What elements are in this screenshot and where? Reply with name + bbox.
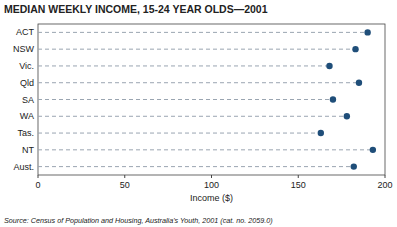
source-note: Source: Census of Population and Housing… [4, 216, 273, 225]
dot [318, 130, 324, 136]
dot [344, 113, 350, 119]
stem [38, 149, 373, 150]
x-tick [38, 175, 39, 178]
dot [364, 29, 370, 35]
y-tick-label: SA [22, 95, 34, 105]
x-tick-label: 200 [377, 180, 392, 190]
y-tick-label: NT [22, 145, 34, 155]
stem [38, 32, 368, 33]
x-tick-label: 100 [204, 180, 219, 190]
marks [38, 29, 376, 170]
stem [38, 99, 333, 100]
dot [370, 147, 376, 153]
stem [38, 116, 347, 117]
x-tick [124, 175, 125, 178]
dot [352, 46, 358, 52]
x-tick [385, 175, 386, 178]
dot [330, 96, 336, 102]
y-tick-label: Vic. [19, 61, 34, 71]
plot-frame [38, 24, 385, 175]
stem [38, 133, 321, 134]
title: MEDIAN WEEKLY INCOME, 15-24 YEAR OLDS—20… [4, 3, 268, 15]
y-tick-label: Tas. [17, 128, 34, 138]
dot [351, 163, 357, 169]
y-tick-label: Aust. [13, 162, 34, 172]
y-tick-label: Qld [20, 78, 34, 88]
x-tick-label: 50 [120, 180, 130, 190]
y-tick-label: NSW [13, 44, 35, 54]
y-tick-label: ACT [16, 27, 35, 37]
stem [38, 49, 356, 50]
stem [38, 82, 359, 83]
y-tick-label: WA [20, 111, 34, 121]
stem [38, 166, 354, 167]
x-tick-label: 150 [291, 180, 306, 190]
x-axis-label: Income ($) [190, 193, 233, 203]
stem [38, 65, 329, 66]
dot [356, 80, 362, 86]
chart: MEDIAN WEEKLY INCOME, 15-24 YEAR OLDS—20… [0, 0, 397, 227]
x-tick [211, 175, 212, 178]
dot [326, 63, 332, 69]
x-tick [298, 175, 299, 178]
x-tick-label: 0 [35, 180, 40, 190]
